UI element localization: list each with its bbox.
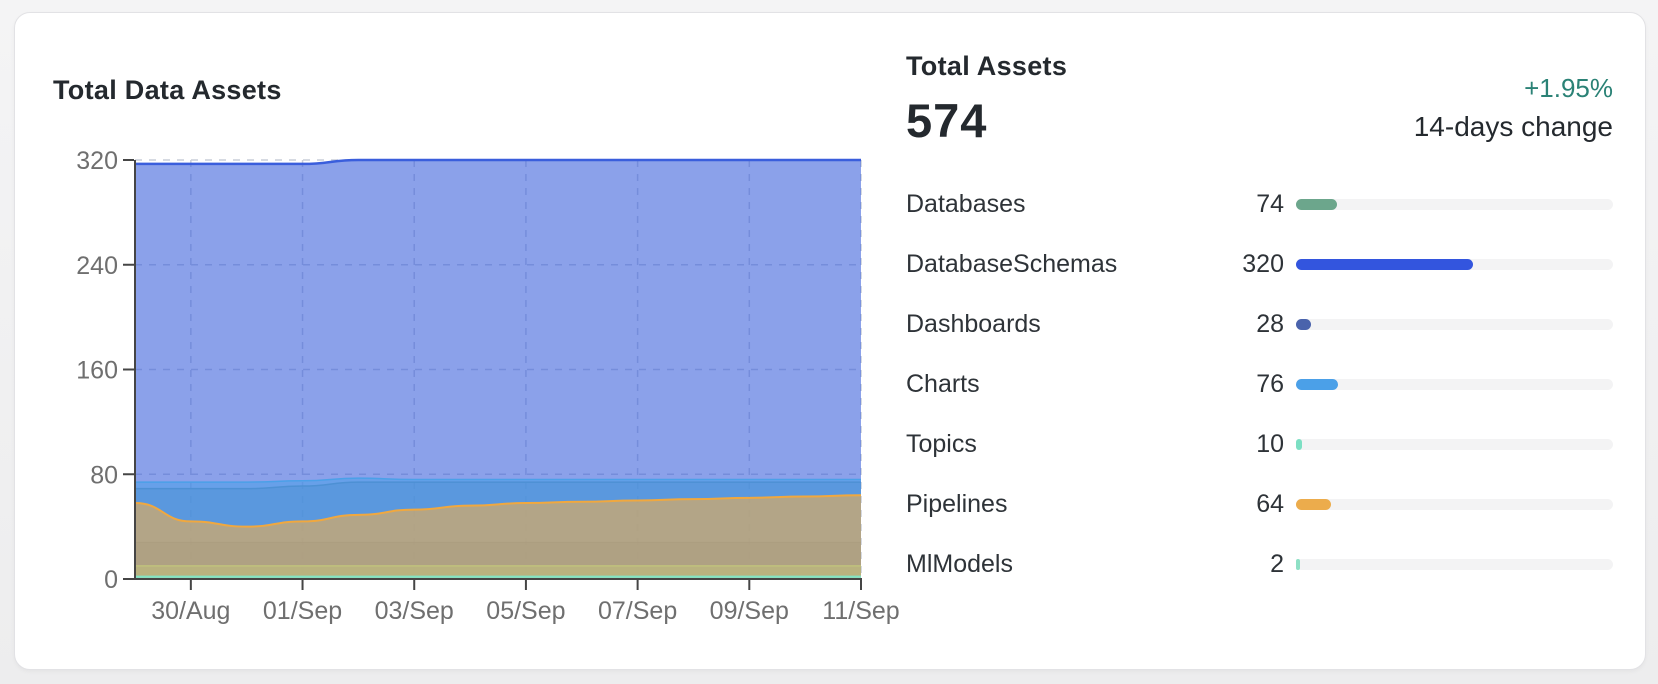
asset-row: Databases 74 (906, 174, 1613, 234)
asset-label: Charts (906, 369, 980, 398)
svg-text:0: 0 (104, 566, 118, 594)
asset-bar-track (1296, 438, 1613, 450)
svg-text:30/Aug: 30/Aug (151, 597, 230, 625)
svg-text:320: 320 (76, 147, 118, 175)
asset-label: Databases (906, 189, 1026, 218)
asset-count: 64 (1256, 489, 1284, 518)
asset-bar-track (1296, 558, 1613, 570)
asset-label: Dashboards (906, 309, 1041, 338)
summary-title: Total Assets (906, 51, 1068, 81)
asset-bar-fill (1296, 318, 1311, 330)
asset-count: 28 (1256, 309, 1284, 338)
asset-row: Topics 10 (906, 414, 1613, 474)
svg-text:11/Sep: 11/Sep (822, 597, 899, 625)
svg-text:160: 160 (76, 357, 118, 385)
change-percent: +1.95% (1524, 73, 1613, 103)
asset-bar-fill (1296, 438, 1302, 450)
asset-label: Topics (906, 429, 977, 458)
asset-row: DatabaseSchemas 320 (906, 234, 1613, 294)
asset-bar-track (1296, 198, 1613, 210)
total-assets-value: 574 (906, 94, 988, 147)
asset-label: DatabaseSchemas (906, 249, 1118, 278)
asset-rows: Databases 74 DatabaseSchemas 320 Dashboards 2… (906, 174, 1613, 594)
asset-count: 2 (1270, 549, 1284, 578)
svg-text:01/Sep: 01/Sep (263, 597, 342, 625)
asset-row: MlModels 2 (906, 534, 1613, 594)
total-data-assets-card: Total Data Assets 0 80 160 240 320 30/Aug 01/S… (14, 12, 1646, 670)
asset-bar-fill (1296, 258, 1473, 270)
asset-row: Pipelines 64 (906, 474, 1613, 534)
asset-label: Pipelines (906, 489, 1008, 518)
asset-bar-track (1296, 258, 1613, 270)
asset-bar-fill (1296, 558, 1300, 570)
svg-text:09/Sep: 09/Sep (710, 597, 789, 625)
asset-bar-track (1296, 498, 1613, 510)
svg-text:05/Sep: 05/Sep (486, 597, 565, 625)
total-assets-summary: Total Assets 574 +1.95% 14-days change D… (906, 51, 1613, 641)
chart-title: Total Data Assets (53, 75, 282, 106)
change-caption: 14-days change (1413, 111, 1613, 142)
asset-bar-track (1296, 318, 1613, 330)
asset-count: 76 (1256, 369, 1284, 398)
svg-text:03/Sep: 03/Sep (375, 597, 454, 625)
asset-count: 10 (1256, 429, 1284, 458)
asset-count: 320 (1242, 249, 1284, 278)
asset-row: Charts 76 (906, 354, 1613, 414)
asset-bar-fill (1296, 378, 1338, 390)
asset-bar-fill (1296, 198, 1337, 210)
asset-bar-track (1296, 378, 1613, 390)
svg-text:07/Sep: 07/Sep (598, 597, 677, 625)
asset-label: MlModels (906, 549, 1013, 578)
svg-text:240: 240 (76, 252, 118, 280)
total-data-assets-area-chart[interactable]: 0 80 160 240 320 30/Aug 01/Sep 03/Sep 05/Sep 07/S… (15, 13, 925, 638)
asset-row: Dashboards 28 (906, 294, 1613, 354)
svg-text:80: 80 (90, 461, 118, 489)
asset-count: 74 (1256, 189, 1284, 218)
asset-bar-fill (1296, 498, 1331, 510)
